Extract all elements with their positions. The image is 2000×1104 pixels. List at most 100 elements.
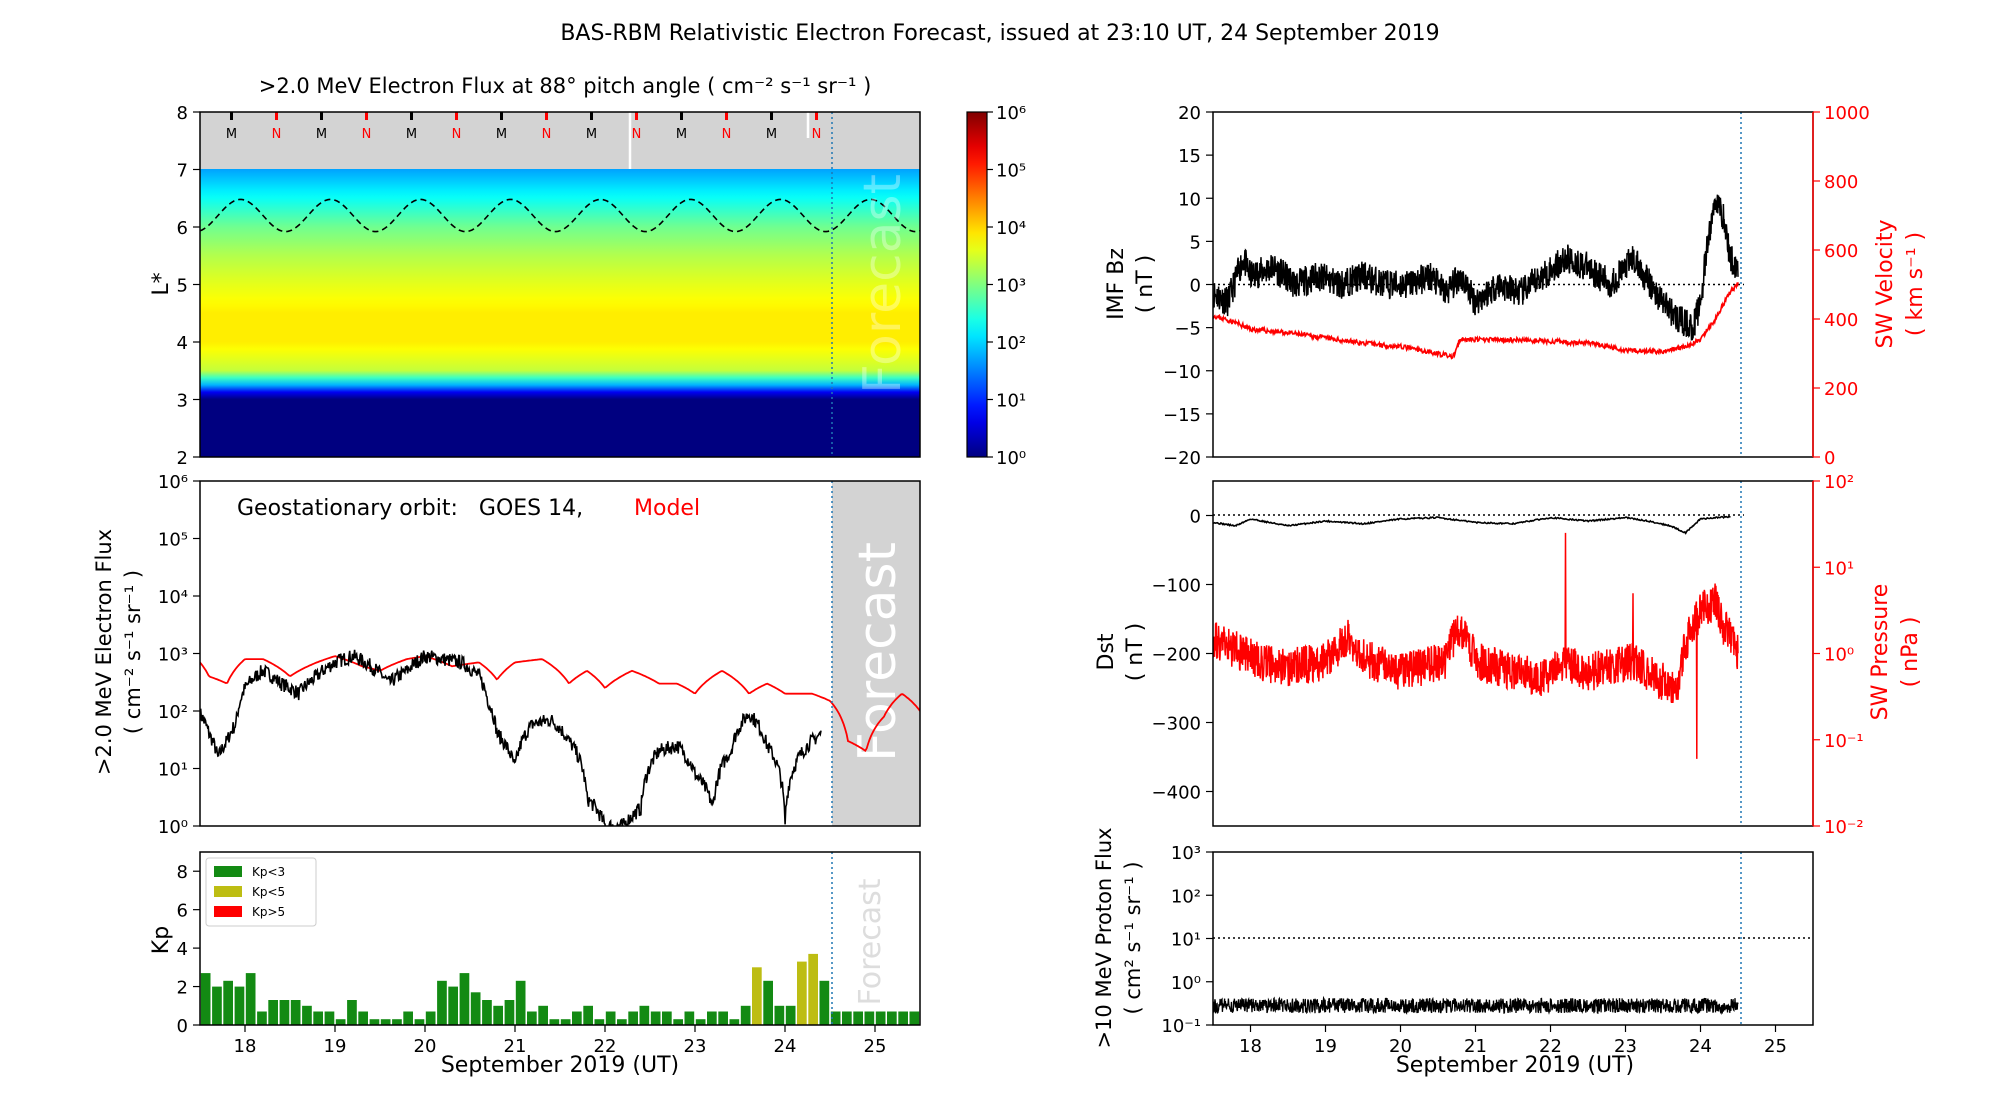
- geo-forecast-label: Forecast: [848, 542, 908, 762]
- kp-bar: [324, 1011, 335, 1025]
- kp-bar: [774, 1005, 785, 1025]
- heatmap-overlays: [628, 112, 810, 169]
- kp-bar: [437, 980, 447, 1025]
- kp-bar: [470, 992, 481, 1025]
- imf-ytick-label: 20: [1178, 103, 1201, 124]
- mn-label: M: [316, 127, 327, 142]
- mn-label: N: [452, 127, 462, 142]
- proton-xtick-label: 22: [1539, 1036, 1562, 1057]
- kp-legend-label: Kp<3: [252, 865, 285, 879]
- kp-bar: [504, 1000, 515, 1025]
- geo-legend-model: Model: [634, 496, 700, 521]
- kp-bar: [662, 1011, 672, 1025]
- sw-velocity-ylabel-line1: SW Velocity: [1873, 219, 1898, 348]
- kp-bar: [695, 1019, 706, 1025]
- colorbar-tick-label: 10⁴: [996, 218, 1026, 239]
- kp-ytick-label: 0: [177, 1016, 188, 1037]
- sw-pressure-ytick-label: 10¹: [1824, 558, 1854, 579]
- kp-bar: [212, 986, 222, 1025]
- sw-velocity-ytick-label: 800: [1824, 172, 1858, 193]
- kp-legend-label: Kp>5: [252, 905, 285, 919]
- imf-bz-line: [1213, 194, 1739, 341]
- kp-legend-swatch: [214, 906, 242, 917]
- geo-frame: [199, 480, 921, 827]
- proton-ytick-label: 10²: [1171, 886, 1201, 907]
- kp-bar: [819, 980, 830, 1025]
- kp-bar: [403, 1011, 413, 1025]
- kp-bar: [617, 1019, 627, 1025]
- dst-ytick-label: −200: [1152, 645, 1201, 666]
- kp-legend-items: Kp<3 Kp<5 Kp>5: [214, 865, 285, 919]
- sw-pressure-ylabel-line1: SW Pressure: [1868, 584, 1893, 721]
- dst-ytick-label: −300: [1152, 714, 1201, 735]
- drift-shell-dashed-line: [199, 198, 921, 233]
- heatmap-ylabel: L*: [149, 272, 174, 295]
- model-flux-line: [200, 655, 920, 752]
- proton-xticks: 18 19 20 21 22 23 24 25: [1239, 1025, 1787, 1057]
- sw-velocity-ytick-label: 400: [1824, 310, 1858, 331]
- sw-velocity-yticks: 1000 800 600 400 200 0: [1813, 103, 1870, 469]
- proton-ylabel-line1: >10 MeV Proton Flux: [1092, 827, 1116, 1048]
- proton-yticks: 10³ 10² 10¹ 10⁰ 10⁻¹: [1161, 843, 1213, 1037]
- geo-ytick-label: 10⁴: [158, 587, 188, 608]
- mn-label: N: [722, 127, 732, 142]
- imf-ytick-label: 5: [1190, 232, 1201, 253]
- sw-pressure-ytick-label: 10⁻²: [1824, 817, 1864, 838]
- kp-ytick-label: 4: [177, 939, 188, 960]
- kp-bar: [864, 1011, 875, 1025]
- kp-xtick-label: 23: [684, 1036, 707, 1057]
- kp-bar: [313, 1011, 323, 1025]
- kp-xtick-label: 20: [414, 1036, 437, 1057]
- colorbar-tick-label: 10²: [996, 333, 1026, 354]
- kp-bar: [628, 1011, 638, 1025]
- kp-bar: [482, 1000, 492, 1025]
- kp-bar: [830, 1011, 841, 1025]
- geo-ytick-label: 10¹: [158, 760, 188, 781]
- colorbar-tick-label: 10⁶: [996, 103, 1026, 124]
- kp-bar: [909, 1011, 920, 1025]
- kp-bar: [650, 1011, 661, 1025]
- kp-bar: [673, 1019, 683, 1025]
- kp-bar: [729, 1019, 740, 1025]
- proton-xtick-label: 19: [1314, 1036, 1337, 1057]
- kp-bar: [605, 1011, 616, 1025]
- kp-ytick-label: 2: [177, 978, 188, 999]
- kp-bar: [707, 1011, 717, 1025]
- colorbar-tick-label: 10⁵: [996, 161, 1026, 182]
- imf-ylabel-line1: IMF Bz: [1104, 248, 1129, 320]
- kp-bar: [200, 973, 211, 1025]
- mn-label: N: [812, 127, 822, 142]
- sw-pressure-ylabel-line2: ( nPa ): [1898, 617, 1923, 688]
- kp-bar: [515, 980, 526, 1025]
- sw-pressure-ytick-label: 10²: [1824, 472, 1854, 493]
- kp-xtick-label: 22: [594, 1036, 617, 1057]
- colorbar-tick-label: 10³: [996, 276, 1026, 297]
- kp-bar: [797, 961, 807, 1025]
- dst-ylabel-line2: ( nT ): [1123, 623, 1148, 682]
- imf-ytick-label: 15: [1178, 146, 1201, 167]
- proton-xtick-label: 18: [1239, 1036, 1262, 1057]
- dst-yticks: 0 −100 −200 −300 −400: [1152, 507, 1213, 804]
- geo-ytick-label: 10⁰: [158, 817, 188, 838]
- imf-ytick-label: −5: [1174, 319, 1201, 340]
- mn-label: N: [542, 127, 552, 142]
- kp-bar: [527, 1011, 537, 1025]
- kp-bar: [257, 1011, 267, 1025]
- mn-label: M: [406, 127, 417, 142]
- kp-bar: [234, 986, 245, 1025]
- heatmap-panel: >2.0 MeV Electron Flux at 88° pitch angl…: [149, 74, 921, 469]
- heatmap-ytick-label: 6: [177, 218, 188, 239]
- sw-pressure-line: [1213, 532, 1739, 759]
- kp-xtick-label: 21: [504, 1036, 527, 1057]
- dst-ylabel-line1: Dst: [1094, 633, 1119, 670]
- heatmap-yticks: 2 3 4 5 6 7 8: [177, 103, 200, 469]
- dst-line: [1213, 515, 1731, 535]
- left-xlabel: September 2019 (UT): [441, 1053, 679, 1078]
- geo-ylabel-line2: ( cm⁻² s⁻¹ sr⁻¹ ): [121, 570, 145, 734]
- mn-label: M: [766, 127, 777, 142]
- proton-panel: 10³ 10² 10¹ 10⁰ 10⁻¹ 18 19 20 21 22 23 24 25 >10 Me…: [1092, 827, 1814, 1078]
- heatmap-title: >2.0 MeV Electron Flux at 88° pitch angl…: [259, 74, 872, 98]
